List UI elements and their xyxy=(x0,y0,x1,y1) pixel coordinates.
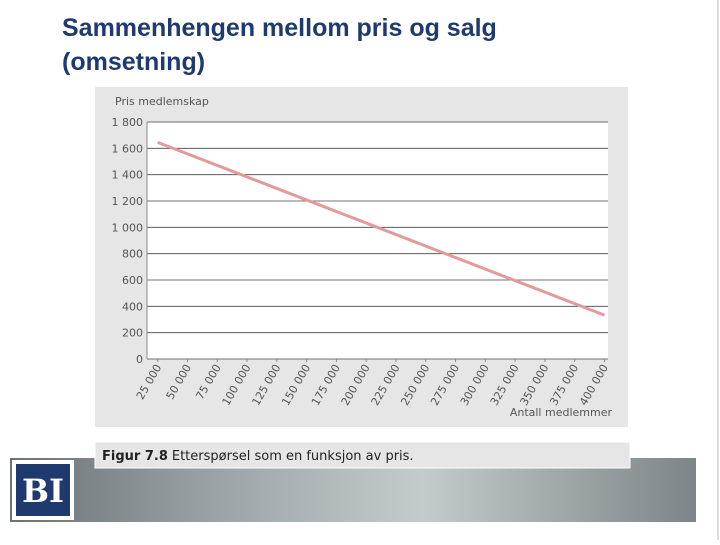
y-tick-label: 1 600 xyxy=(112,142,144,155)
caption-text: Etterspørsel som en funksjon av pris. xyxy=(172,449,414,464)
caption-number: Figur 7.8 xyxy=(102,449,168,464)
y-tick-label: 1 800 xyxy=(112,116,144,129)
caption: Figur 7.8 Etterspørsel som en funksjon av… xyxy=(102,449,414,464)
plot-area xyxy=(147,122,608,359)
footer-band xyxy=(10,458,696,522)
y-tick-label: 800 xyxy=(122,248,143,261)
x-axis-label: Antall medlemmer xyxy=(510,406,613,419)
y-tick-label: 200 xyxy=(122,327,143,340)
y-tick-label: 1 400 xyxy=(112,169,144,182)
logo: BI xyxy=(22,472,64,510)
y-tick-label: 600 xyxy=(122,274,143,287)
y-axis-label: Pris medlemskap xyxy=(115,95,209,108)
y-tick-label: 1 000 xyxy=(112,221,144,234)
title: (omsetning) xyxy=(62,48,205,76)
caption-box xyxy=(94,441,631,469)
y-tick-label: 1 200 xyxy=(112,195,144,208)
line xyxy=(157,141,605,317)
logo-bg xyxy=(16,464,70,516)
title: Sammenhengen mellom pris og salg xyxy=(62,14,497,42)
y-tick-label: 400 xyxy=(122,300,143,313)
y-tick-label: 0 xyxy=(136,353,143,366)
